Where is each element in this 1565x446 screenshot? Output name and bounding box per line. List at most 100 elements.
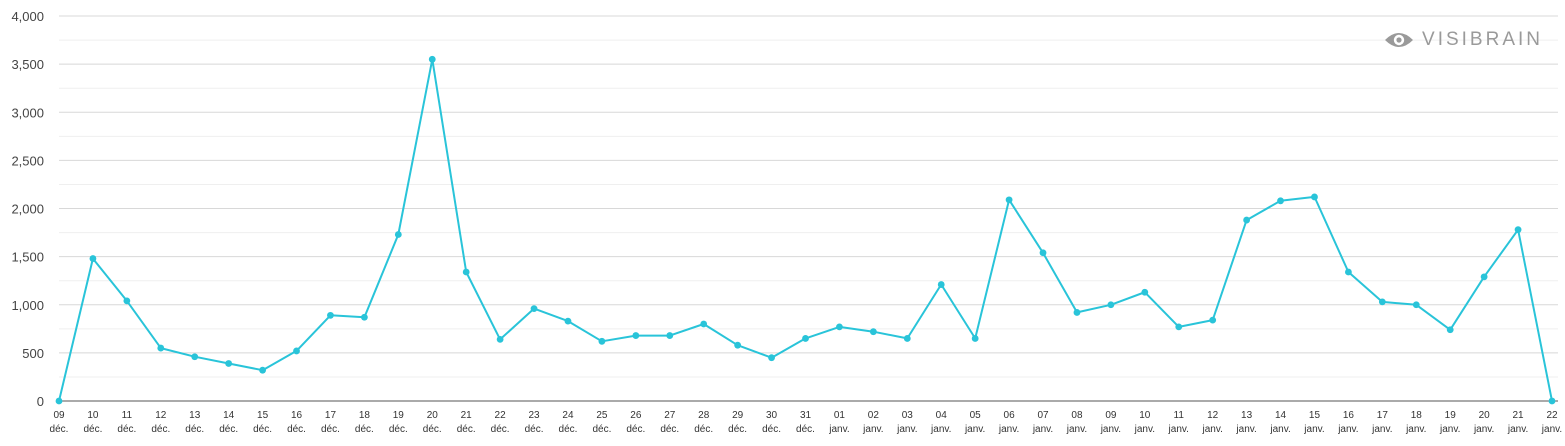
x-tick-label: 09 janv. — [1100, 410, 1121, 435]
data-point[interactable] — [293, 347, 300, 355]
data-point[interactable] — [530, 305, 538, 312]
x-tick-label: 01 janv. — [828, 410, 849, 435]
data-point[interactable] — [259, 366, 266, 374]
x-tick-label: 16 déc. — [287, 410, 306, 435]
data-point[interactable] — [394, 231, 402, 238]
x-tick-label: 11 janv. — [1168, 410, 1189, 435]
x-tick-label: 28 déc. — [694, 410, 713, 435]
data-point[interactable] — [1514, 226, 1522, 234]
x-tick-label: 08 janv. — [1066, 410, 1087, 435]
data-point[interactable] — [1005, 196, 1013, 204]
x-tick-label: 17 déc. — [321, 410, 340, 435]
y-axis: 0 500 1,000 1,500 2,000 2,500 3,000 3,500 4,000 — [11, 9, 44, 409]
x-tick-label: 21 déc. — [457, 410, 476, 435]
x-tick-label: 12 janv. — [1201, 410, 1222, 435]
y-tick-label: 3,000 — [11, 105, 44, 120]
data-point[interactable] — [734, 341, 742, 349]
y-tick-label: 2,500 — [11, 153, 44, 168]
data-point[interactable] — [1311, 193, 1318, 201]
x-tick-label: 21 janv. — [1507, 410, 1528, 435]
data-point[interactable] — [123, 297, 131, 305]
series-line — [58, 58, 1553, 402]
grid-lines — [59, 15, 1558, 378]
x-tick-label: 15 déc. — [253, 410, 272, 435]
x-tick-label: 05 janv. — [964, 410, 985, 435]
x-tick-label: 18 janv. — [1405, 410, 1426, 435]
data-point[interactable] — [768, 354, 775, 362]
data-point[interactable] — [937, 281, 945, 288]
x-tick-label: 24 déc. — [559, 410, 578, 435]
x-tick-label: 18 déc. — [355, 410, 374, 435]
x-tick-label: 22 janv. — [1541, 410, 1562, 435]
x-tick-label: 15 janv. — [1303, 410, 1324, 435]
brand-name: VISIBRAIN — [1422, 29, 1543, 50]
y-tick-label: 2,000 — [11, 202, 44, 217]
data-point[interactable] — [1345, 268, 1352, 276]
data-point[interactable] — [1141, 288, 1149, 296]
data-point[interactable] — [225, 360, 233, 367]
x-tick-label: 07 janv. — [1032, 410, 1053, 435]
x-tick-label: 20 déc. — [423, 410, 442, 435]
x-tick-label: 27 déc. — [660, 410, 679, 435]
y-tick-label: 1,000 — [11, 298, 44, 313]
data-point[interactable] — [496, 336, 504, 343]
x-tick-label: 23 déc. — [525, 410, 544, 435]
x-tick-label: 14 janv. — [1269, 410, 1290, 435]
data-point[interactable] — [666, 332, 674, 339]
data-point[interactable] — [1378, 298, 1386, 306]
x-tick-label: 09 déc. — [50, 410, 69, 435]
x-tick-label: 30 déc. — [762, 410, 781, 435]
y-tick-label: 1,500 — [11, 250, 44, 265]
brand-watermark: VISIBRAIN — [1384, 29, 1543, 51]
data-point[interactable] — [903, 335, 911, 342]
x-tick-label: 10 janv. — [1134, 410, 1155, 435]
x-tick-label: 17 janv. — [1371, 410, 1392, 435]
x-tick-label: 02 janv. — [862, 410, 883, 435]
data-point[interactable] — [869, 328, 877, 336]
x-tick-label: 11 déc. — [117, 410, 136, 435]
x-tick-label: 12 déc. — [151, 410, 170, 435]
data-point[interactable] — [1480, 273, 1488, 281]
data-point[interactable] — [1243, 216, 1251, 224]
data-point[interactable] — [327, 311, 334, 319]
data-point[interactable] — [428, 55, 436, 63]
data-point[interactable] — [462, 268, 470, 276]
data-point[interactable] — [1277, 197, 1284, 205]
x-tick-label: 26 déc. — [626, 410, 645, 435]
data-point[interactable] — [55, 397, 63, 405]
data-point[interactable] — [802, 335, 809, 342]
data-point[interactable] — [1446, 326, 1454, 334]
x-tick-label: 31 déc. — [796, 410, 815, 435]
data-point[interactable] — [157, 344, 165, 352]
data-point[interactable] — [1175, 323, 1183, 331]
data-point[interactable] — [632, 332, 640, 339]
x-tick-label: 22 déc. — [491, 410, 510, 435]
data-point[interactable] — [598, 337, 606, 345]
data-point[interactable] — [971, 335, 979, 342]
x-tick-label: 19 janv. — [1439, 410, 1460, 435]
x-tick-label: 04 janv. — [930, 410, 951, 435]
x-tick-label: 13 déc. — [185, 410, 204, 435]
data-point[interactable] — [700, 320, 708, 328]
y-tick-label: 500 — [22, 346, 44, 361]
data-point[interactable] — [1209, 316, 1217, 324]
y-tick-label: 3,500 — [11, 57, 44, 72]
x-tick-label: 14 déc. — [219, 410, 238, 435]
y-tick-label: 0 — [37, 394, 44, 409]
x-tick-label: 16 janv. — [1337, 410, 1358, 435]
x-tick-label: 25 déc. — [592, 410, 611, 435]
data-point[interactable] — [564, 317, 572, 325]
data-point[interactable] — [1039, 249, 1047, 257]
data-point[interactable] — [360, 313, 368, 321]
data-point[interactable] — [1107, 301, 1115, 309]
data-point[interactable] — [1412, 301, 1420, 309]
x-tick-label: 06 janv. — [998, 410, 1019, 435]
data-point[interactable] — [89, 255, 97, 262]
series-line-group — [55, 55, 1556, 405]
data-point[interactable] — [191, 353, 199, 361]
x-tick-label: 29 déc. — [728, 410, 747, 435]
data-point[interactable] — [1073, 309, 1081, 316]
data-point[interactable] — [836, 323, 843, 331]
data-point[interactable] — [1548, 397, 1556, 405]
